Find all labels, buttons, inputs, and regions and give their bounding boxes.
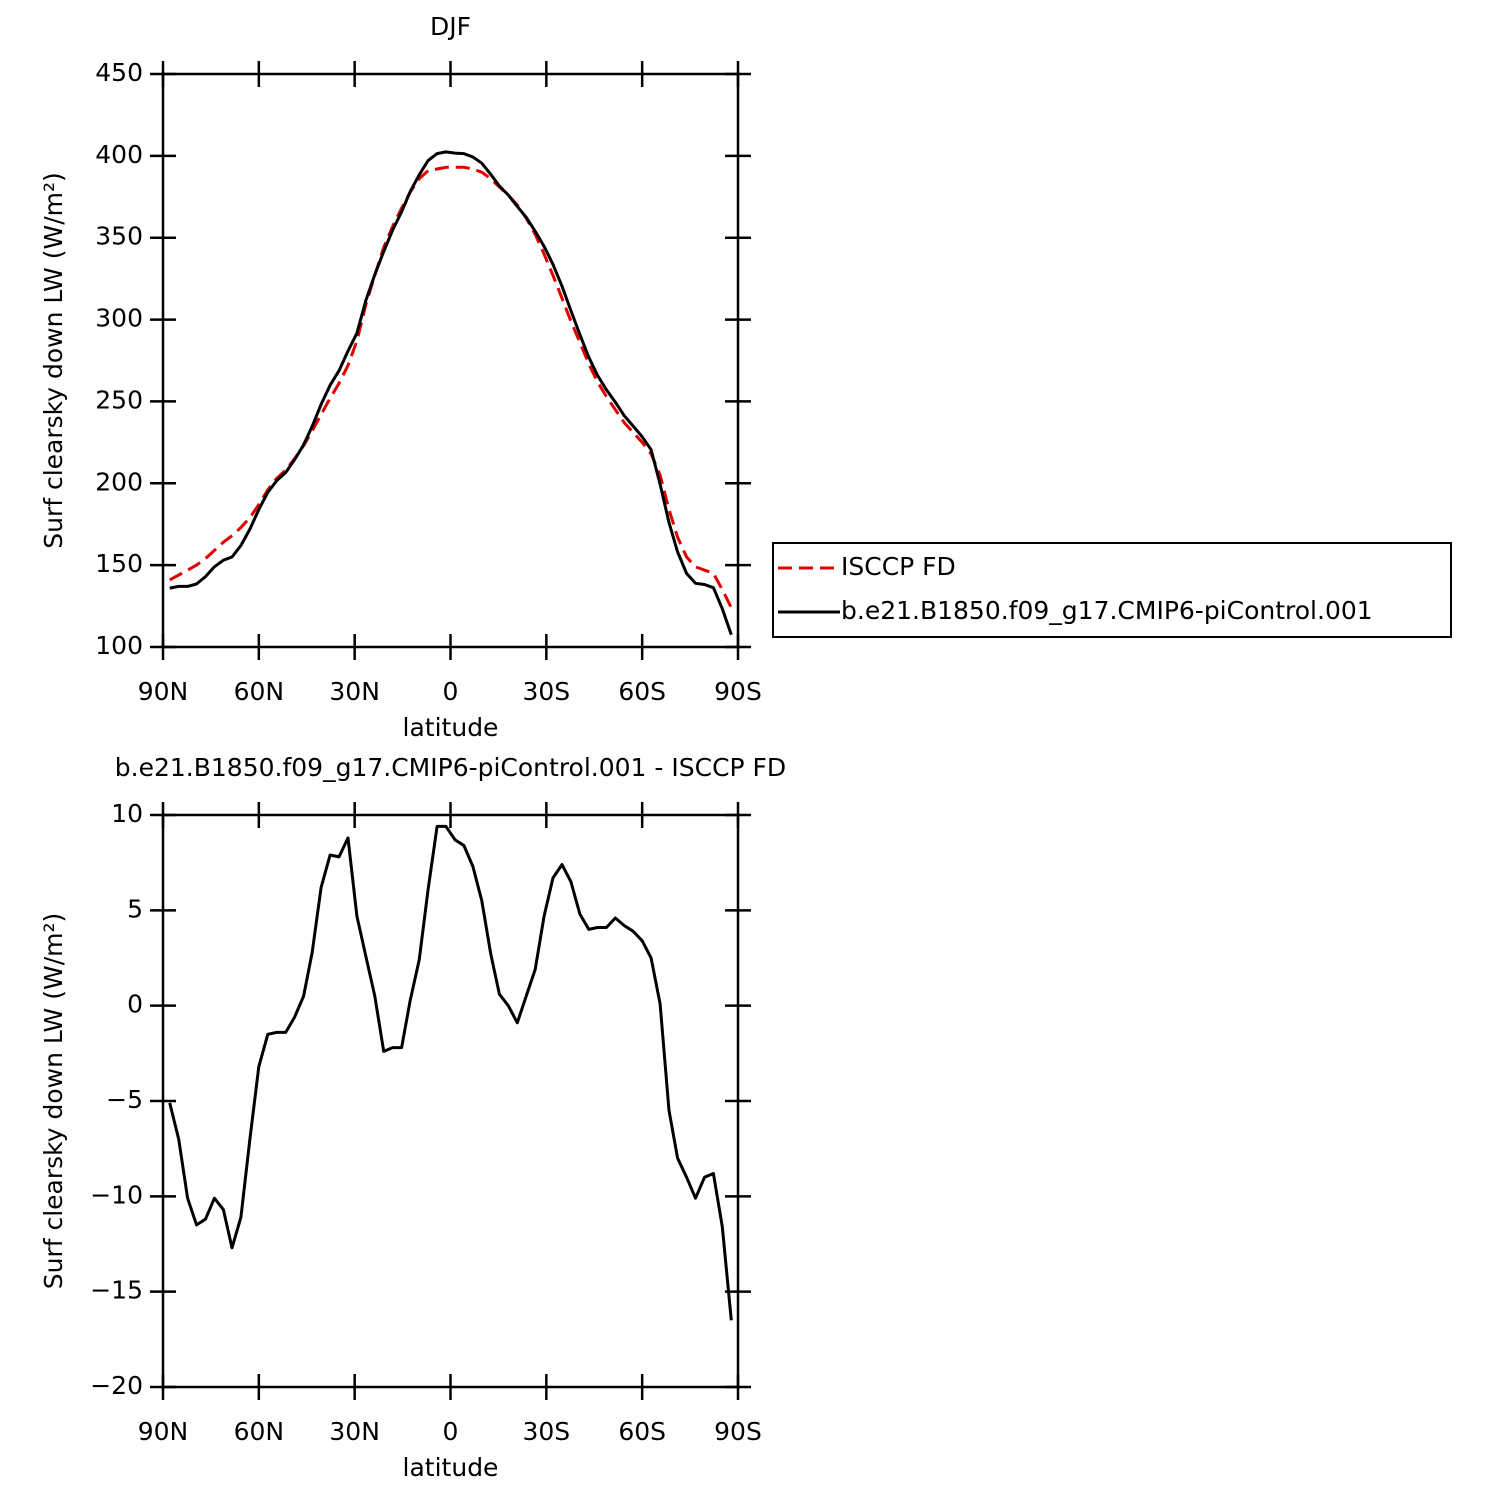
- legend-box: [772, 542, 1452, 638]
- chart-title: DJF: [430, 12, 471, 41]
- y-tick-label: 5: [127, 894, 143, 923]
- y-tick-label: 400: [95, 140, 143, 169]
- x-tick-label: 90S: [714, 677, 762, 706]
- chart-title: b.e21.B1850.f09_g17.CMIP6-piControl.001 …: [115, 753, 786, 782]
- y-tick-label: −20: [90, 1371, 143, 1400]
- y-tick-label: 350: [95, 222, 143, 251]
- x-tick-label: 90N: [138, 677, 189, 706]
- y-tick-label: −15: [90, 1276, 143, 1305]
- legend-label: ISCCP FD: [841, 552, 956, 581]
- data-line: [169, 150, 733, 636]
- x-tick-label: 60N: [234, 677, 285, 706]
- legend: ISCCP FD b.e21.B1850.f09_g17.CMIP6-piCont…: [772, 542, 1452, 638]
- x-tick-label: 30N: [329, 1417, 380, 1446]
- y-axis-label: Surf clearsky down LW (W/m²): [39, 913, 68, 1290]
- x-tick-label: 0: [443, 677, 459, 706]
- x-tick-label: 30S: [522, 1417, 570, 1446]
- x-tick-label: 30N: [329, 677, 380, 706]
- x-axis-label: latitude: [403, 713, 499, 742]
- y-axis-label: Surf clearsky down LW (W/m²): [39, 172, 68, 549]
- x-tick-label: 90N: [138, 1417, 189, 1446]
- x-tick-label: 0: [443, 1417, 459, 1446]
- y-tick-label: 300: [95, 304, 143, 333]
- x-tick-label: 60S: [618, 1417, 666, 1446]
- legend-label: b.e21.B1850.f09_g17.CMIP6-piControl.001: [841, 596, 1373, 625]
- y-tick-label: −10: [90, 1180, 143, 1209]
- y-tick-label: 150: [95, 549, 143, 578]
- plot-frame: [161, 813, 740, 1389]
- y-tick-label: 250: [95, 385, 143, 414]
- y-tick-label: 10: [111, 799, 143, 828]
- y-tick-label: 100: [95, 631, 143, 660]
- y-tick-label: −5: [106, 1085, 143, 1114]
- x-axis-label: latitude: [403, 1453, 499, 1482]
- y-tick-label: 0: [127, 990, 143, 1019]
- data-line: [168, 824, 733, 1321]
- y-tick-label: 450: [95, 58, 143, 87]
- plot-frame: [161, 72, 740, 649]
- x-tick-label: 60N: [234, 1417, 285, 1446]
- y-tick-label: 200: [95, 467, 143, 496]
- x-tick-label: 60S: [618, 677, 666, 706]
- data-line: [168, 165, 733, 609]
- x-tick-label: 90S: [714, 1417, 762, 1446]
- x-tick-label: 30S: [522, 677, 570, 706]
